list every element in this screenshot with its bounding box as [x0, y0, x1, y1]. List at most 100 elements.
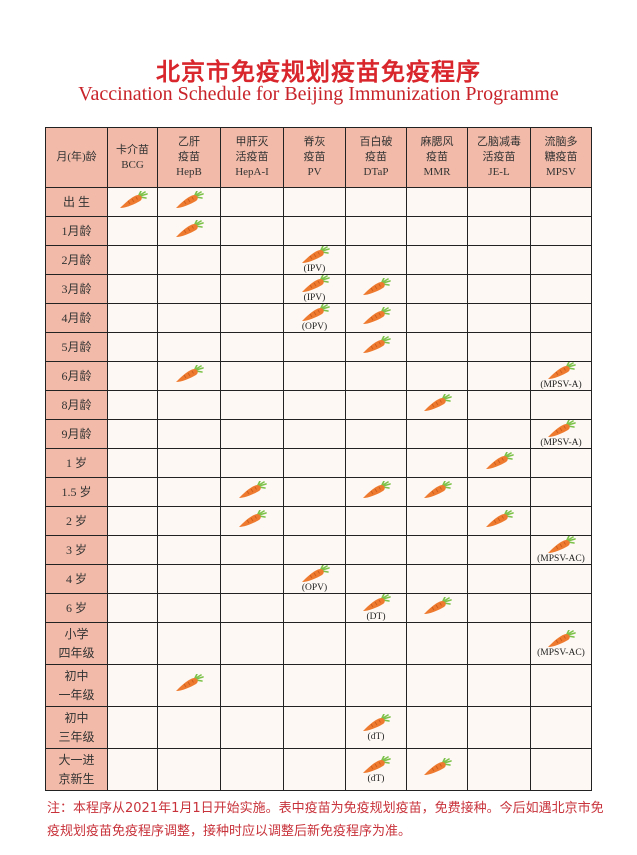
carrot-icon	[424, 393, 452, 411]
schedule-cell	[107, 332, 158, 362]
header-line: 活疫苗	[482, 151, 516, 163]
schedule-cell	[530, 390, 592, 420]
schedule-cell	[157, 664, 221, 707]
schedule-cell: (MPSV-AC)	[530, 622, 592, 665]
schedule-cell	[345, 535, 407, 565]
carrot-icon	[119, 190, 148, 208]
table-row: 小学 四年级 (MPSV-AC)	[45, 622, 592, 665]
schedule-cell	[283, 216, 346, 246]
header-line: 流脑多	[544, 136, 578, 148]
schedule-cell	[157, 332, 221, 362]
schedule-cell	[107, 216, 158, 246]
schedule-cell	[283, 477, 346, 507]
vaccine-dose-mark	[422, 393, 452, 414]
schedule-cell	[107, 390, 158, 420]
schedule-cell	[107, 664, 158, 707]
schedule-cell	[530, 274, 592, 304]
header-line: 乙肝	[178, 136, 200, 148]
age-label-line: 大一进	[58, 752, 95, 767]
schedule-cell	[157, 748, 221, 791]
schedule-cell	[345, 564, 407, 594]
schedule-cell	[406, 535, 468, 565]
header-line: BCG	[121, 158, 144, 171]
schedule-cell	[220, 274, 284, 304]
vaccine-dose-mark	[422, 596, 452, 617]
age-label-line: 出 生	[62, 194, 90, 209]
header-line: 乙脑减毒	[477, 136, 521, 148]
age-label: 大一进 京新生	[45, 748, 108, 791]
schedule-cell	[220, 506, 284, 536]
table-row: 9月龄 (MPSV-A)	[45, 419, 592, 449]
schedule-cell	[283, 332, 346, 362]
schedule-cell	[345, 187, 407, 217]
schedule-cell	[283, 390, 346, 420]
schedule-cell	[345, 245, 407, 275]
header-line: 疫苗	[178, 151, 200, 163]
vaccine-dose-mark: (OPV)	[300, 304, 330, 332]
vaccine-dose-mark: (MPSV-AC)	[537, 536, 585, 564]
schedule-cell	[467, 303, 531, 333]
schedule-cell	[107, 274, 158, 304]
column-header: 甲肝灭 活疫苗 HepA-I	[220, 127, 284, 188]
column-header: 脊灰 疫苗 PV	[283, 127, 346, 188]
schedule-cell	[107, 245, 158, 275]
carrot-icon	[239, 509, 267, 527]
age-label-line: 四年级	[58, 645, 95, 660]
vaccine-dose-mark	[484, 451, 514, 472]
table-row: 大一进 京新生 (dT)	[45, 748, 592, 791]
vaccine-dose-mark	[361, 480, 391, 501]
carrot-icon	[363, 594, 391, 611]
age-label: 初中 三年级	[45, 706, 108, 749]
schedule-cell	[406, 448, 468, 478]
schedule-cell	[283, 622, 346, 665]
header-line: 疫苗	[365, 151, 387, 163]
vaccine-variant-label: (IPV)	[303, 264, 326, 274]
table-row: 8月龄	[45, 390, 592, 420]
schedule-cell	[220, 593, 284, 623]
schedule-cell	[467, 216, 531, 246]
schedule-cell	[406, 419, 468, 449]
age-label: 初中 一年级	[45, 664, 108, 707]
header-line: 百白破	[359, 136, 393, 148]
age-label-line: 3月龄	[61, 281, 92, 296]
carrot-icon	[363, 277, 391, 295]
schedule-cell	[220, 419, 284, 449]
page-title-cn: 北京市免疫规划疫苗免疫程序	[156, 58, 481, 86]
table-row: 2月龄 (IPV)	[45, 245, 592, 275]
vaccine-variant-label: (MPSV-A)	[540, 380, 582, 390]
schedule-cell: (DT)	[345, 593, 407, 623]
age-label-line: 4 岁	[65, 571, 87, 586]
header-line: 甲肝灭	[235, 136, 269, 148]
schedule-cell	[157, 361, 221, 391]
schedule-cell: (IPV)	[283, 274, 346, 304]
schedule-cell	[467, 361, 531, 391]
schedule-cell	[157, 419, 221, 449]
schedule-cell	[345, 664, 407, 707]
schedule-cell	[406, 274, 468, 304]
carrot-icon	[301, 246, 330, 263]
carrot-icon	[301, 275, 330, 292]
schedule-cell	[467, 390, 531, 420]
schedule-cell	[467, 274, 531, 304]
schedule-cell	[220, 332, 284, 362]
schedule-cell	[345, 332, 407, 362]
table-row: 4 岁 (OPV)	[45, 564, 592, 594]
schedule-cell	[157, 622, 221, 665]
schedule-cell	[107, 303, 158, 333]
schedule-cell	[530, 448, 592, 478]
schedule-cell	[157, 564, 221, 594]
schedule-cell	[530, 216, 592, 246]
schedule-cell: (dT)	[345, 706, 407, 749]
carrot-icon	[363, 755, 391, 773]
vaccine-dose-mark: (DT)	[361, 594, 391, 622]
carrot-icon	[363, 306, 391, 324]
header-line: 脊灰	[303, 136, 326, 148]
age-label-line: 2月龄	[61, 252, 92, 267]
schedule-cell	[283, 419, 346, 449]
vaccine-dose-mark	[174, 674, 204, 694]
schedule-cell	[467, 245, 531, 275]
header-line: PV	[307, 166, 322, 178]
schedule-cell	[406, 245, 468, 275]
age-label-line: 6月龄	[61, 368, 92, 383]
schedule-cell	[283, 506, 346, 536]
